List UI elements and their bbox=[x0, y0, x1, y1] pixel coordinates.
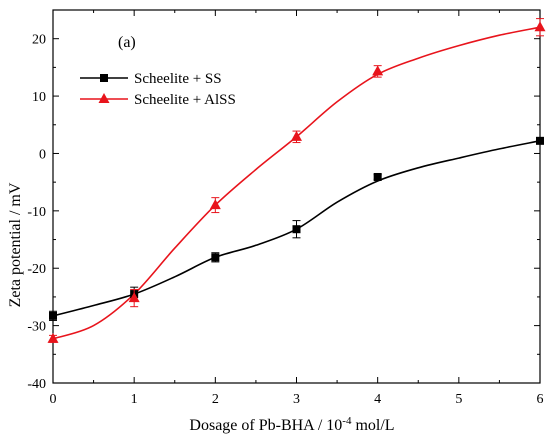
fit-curves bbox=[52, 26, 541, 340]
x-axis-title: Dosage of Pb-BHA / 10-4 mol/L bbox=[189, 415, 394, 434]
y-tick-label: -30 bbox=[27, 320, 46, 335]
data-markers bbox=[47, 18, 546, 343]
x-axis-title-exponent: -4 bbox=[342, 415, 352, 427]
data-point-alss bbox=[291, 130, 302, 141]
plot-frame bbox=[52, 9, 541, 384]
data-point-ss bbox=[373, 172, 382, 181]
legend-label-ss: Scheelite + SS bbox=[134, 71, 222, 87]
y-tick-label: 0 bbox=[39, 147, 46, 162]
x-axis-title-suffix: mol/L bbox=[351, 417, 394, 434]
x-tick-label: 3 bbox=[293, 392, 300, 407]
y-tick-label: -40 bbox=[27, 377, 46, 392]
x-tick-label: 1 bbox=[131, 392, 138, 407]
x-tick-label: 4 bbox=[374, 392, 381, 407]
y-tick-label: -10 bbox=[27, 205, 46, 220]
legend-marker-ss bbox=[100, 74, 108, 82]
x-tick-label: 0 bbox=[50, 392, 57, 407]
legend: Scheelite + SS Scheelite + AlSS bbox=[80, 71, 236, 108]
x-tick-label: 6 bbox=[537, 392, 544, 407]
y-tick-label: -20 bbox=[27, 262, 46, 277]
data-point-alss bbox=[534, 21, 546, 32]
x-tick-label: 5 bbox=[455, 392, 462, 407]
fit-curve-alss bbox=[52, 26, 541, 340]
y-tick-label: 20 bbox=[32, 33, 46, 48]
legend-label-alss: Scheelite + AlSS bbox=[134, 92, 236, 108]
panel-label: (a) bbox=[118, 34, 136, 51]
y-tick-label: 10 bbox=[32, 90, 46, 105]
data-point-ss bbox=[49, 311, 57, 320]
data-point-alss bbox=[128, 292, 140, 303]
plot-axes: 0 1 2 3 4 5 6 -40 -30 -20 -10 0 10 20 bbox=[27, 9, 544, 407]
x-tick-label: 2 bbox=[212, 392, 219, 407]
data-point-ss bbox=[536, 136, 544, 145]
data-point-ss bbox=[292, 225, 301, 234]
legend-marker-alss bbox=[98, 93, 110, 103]
data-point-alss bbox=[372, 65, 384, 76]
data-point-alss bbox=[209, 199, 221, 210]
data-point-ss bbox=[211, 253, 220, 262]
data-point-alss bbox=[47, 332, 59, 343]
y-axis-title: Zeta potential / mV bbox=[7, 182, 24, 307]
x-axis-title-prefix: Dosage of Pb-BHA / 10 bbox=[189, 417, 342, 434]
